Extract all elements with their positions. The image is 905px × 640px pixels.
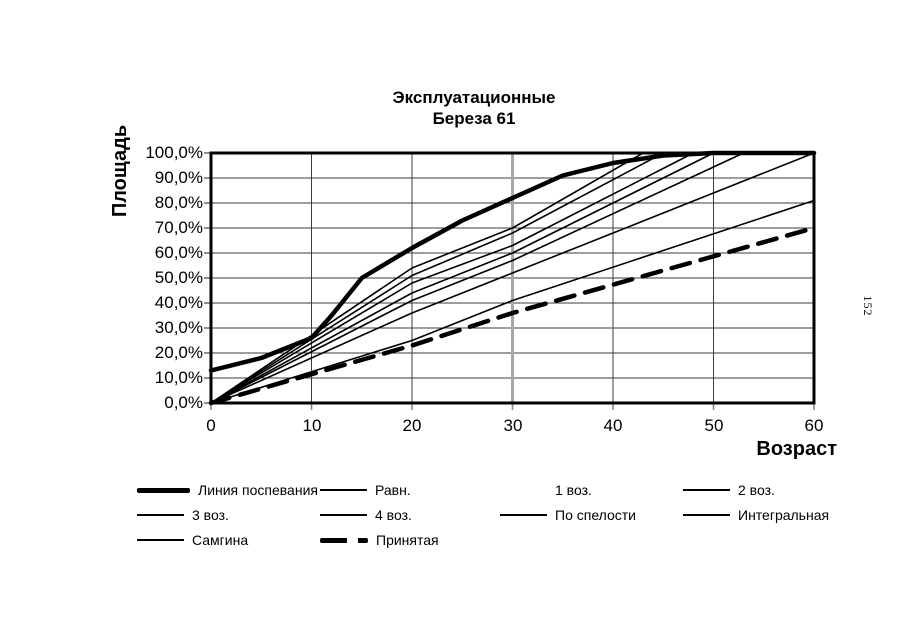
chart-title-block: Эксплуатационные Береза 61: [324, 87, 624, 129]
legend-label: Самгина: [192, 532, 249, 548]
legend-marker-thin-line: [137, 539, 184, 541]
legend-marker-dashed-line: [320, 537, 368, 543]
legend-marker-thick-line: [137, 487, 190, 493]
legend-label: 2 воз.: [738, 482, 775, 498]
legend-item: По спелости: [500, 507, 636, 523]
legend-item: Принятая: [320, 532, 439, 548]
x-tick-label: 40: [603, 416, 623, 435]
x-tick-label: 60: [804, 416, 824, 435]
legend-marker-thin-line: [320, 489, 367, 491]
y-tick-label: 80,0%: [154, 193, 203, 212]
y-tick-label: 70,0%: [154, 218, 203, 237]
page-number: 152: [861, 295, 875, 317]
legend-label: Интегральная: [738, 507, 830, 523]
x-tick-label: 10: [302, 416, 322, 435]
y-tick-label: 30,0%: [154, 318, 203, 337]
legend-label: 1 воз.: [555, 482, 592, 498]
y-tick-label: 60,0%: [154, 243, 203, 262]
legend-item: 2 воз.: [683, 482, 775, 498]
legend-item: Линия поспевания: [137, 482, 318, 498]
legend-marker-thin-line: [137, 514, 184, 516]
y-tick-label: 40,0%: [154, 293, 203, 312]
x-tick-label: 20: [402, 416, 422, 435]
y-tick-label: 10,0%: [154, 368, 203, 387]
x-tick-label: 0: [206, 416, 216, 435]
legend-label: 3 воз.: [192, 507, 229, 523]
legend-item: Интегральная: [683, 507, 829, 523]
y-tick-label: 50,0%: [154, 268, 203, 287]
legend-item: 1 воз.: [500, 482, 592, 498]
legend-marker-thin-line: [500, 514, 547, 516]
legend-label: Линия поспевания: [198, 482, 318, 498]
chart-title: Эксплуатационные: [392, 88, 556, 107]
legend-item: 4 воз.: [320, 507, 412, 523]
legend-label: По спелости: [555, 507, 636, 523]
y-tick-label: 0,0%: [164, 393, 203, 412]
legend-marker-thin-line: [683, 514, 730, 516]
y-tick-label: 20,0%: [154, 343, 203, 362]
legend-marker-thin-line: [320, 514, 367, 516]
legend-marker-thin-line: [683, 489, 730, 491]
y-tick-label: 100,0%: [145, 143, 203, 162]
legend-label: 4 воз.: [375, 507, 412, 523]
x-tick-label: 50: [704, 416, 724, 435]
legend-item: 3 воз.: [137, 507, 229, 523]
legend-label: Принятая: [376, 532, 439, 548]
legend-item: Равн.: [320, 482, 411, 498]
y-tick-label: 90,0%: [154, 168, 203, 187]
x-axis-title: Возраст: [756, 438, 837, 460]
legend-item: Самгина: [137, 532, 248, 548]
legend-label: Равн.: [375, 482, 411, 498]
chart-subtitle: Береза 61: [432, 109, 516, 128]
x-tick-label: 30: [503, 416, 523, 435]
